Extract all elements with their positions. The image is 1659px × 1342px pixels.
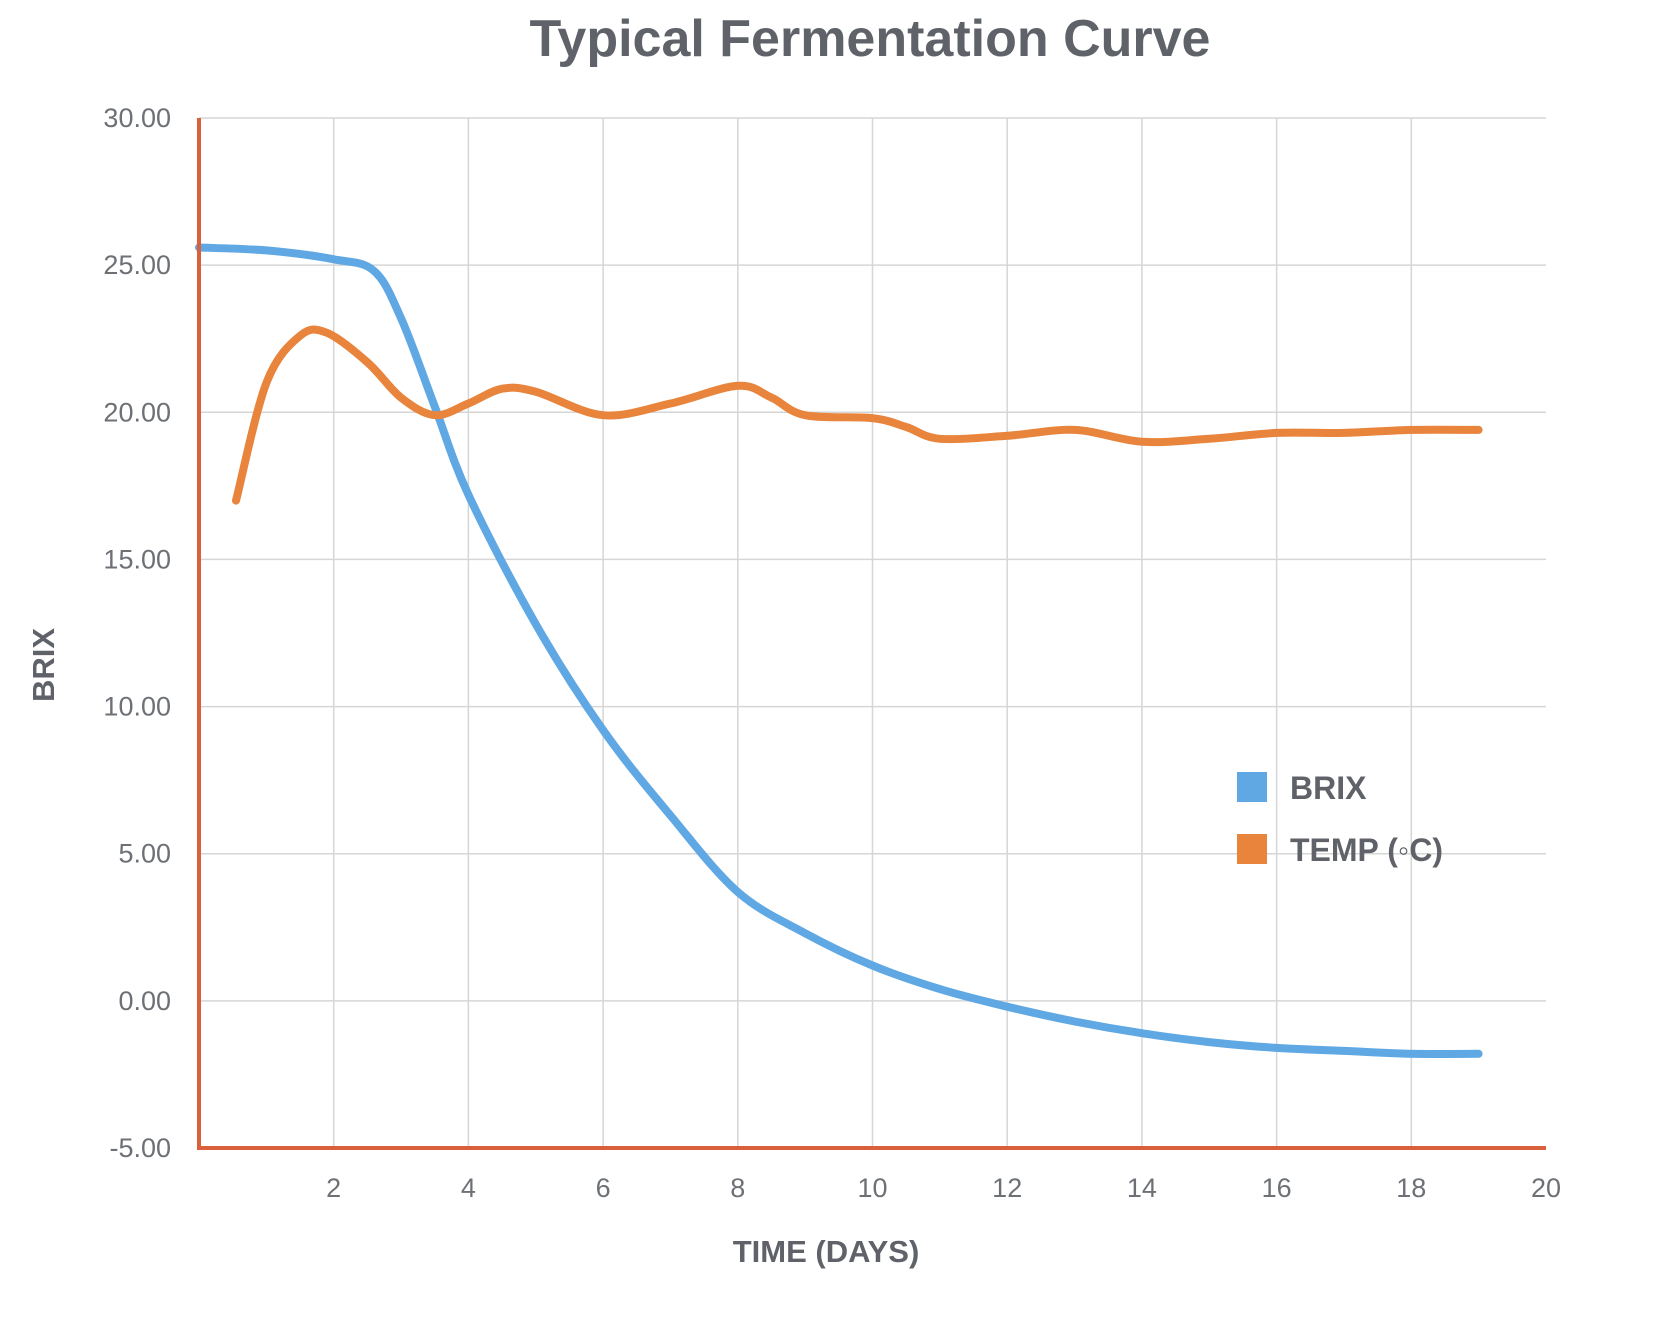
x-tick-label: 6 — [596, 1173, 611, 1203]
y-tick-label: 15.00 — [103, 544, 171, 574]
x-tick-label: 8 — [730, 1173, 745, 1203]
x-tick-label: 12 — [992, 1173, 1022, 1203]
y-tick-label: 30.00 — [103, 103, 171, 133]
y-tick-label: 25.00 — [103, 250, 171, 280]
y-axis-title: BRIX — [26, 628, 61, 702]
x-tick-label: 18 — [1396, 1173, 1426, 1203]
legend-label-brix: BRIX — [1290, 770, 1367, 806]
y-tick-label: 5.00 — [118, 839, 171, 869]
x-tick-label: 20 — [1531, 1173, 1561, 1203]
legend-swatch-temp — [1237, 834, 1267, 864]
brix-series-line — [195, 243, 1483, 1059]
x-tick-label: 4 — [461, 1173, 476, 1203]
legend-swatch-brix — [1237, 772, 1267, 802]
x-tick-label: 2 — [326, 1173, 341, 1203]
axes — [197, 118, 1546, 1150]
y-tick-labels: -5.00 0.00 5.00 10.00 15.00 20.00 25.00 30.00 — [103, 103, 171, 1163]
series-lines — [195, 243, 1483, 1059]
legend-label-temp: TEMP (◦C) — [1290, 832, 1443, 868]
gridlines — [199, 117, 1546, 1148]
chart-title: Typical Fermentation Curve — [530, 10, 1211, 68]
x-tick-label: 16 — [1262, 1173, 1292, 1203]
y-tick-label: 10.00 — [103, 692, 171, 722]
temp-series-line — [232, 325, 1483, 505]
x-axis-title: TIME (DAYS) — [733, 1234, 920, 1269]
y-tick-label: 20.00 — [103, 397, 171, 427]
x-tick-label: 10 — [857, 1173, 887, 1203]
x-tick-label: 14 — [1127, 1173, 1157, 1203]
legend: BRIX TEMP (◦C) — [1237, 770, 1443, 868]
y-tick-label: -5.00 — [109, 1133, 171, 1163]
x-tick-labels: 2 4 6 8 10 12 14 16 18 20 — [326, 1173, 1561, 1203]
y-tick-label: 0.00 — [118, 986, 171, 1016]
